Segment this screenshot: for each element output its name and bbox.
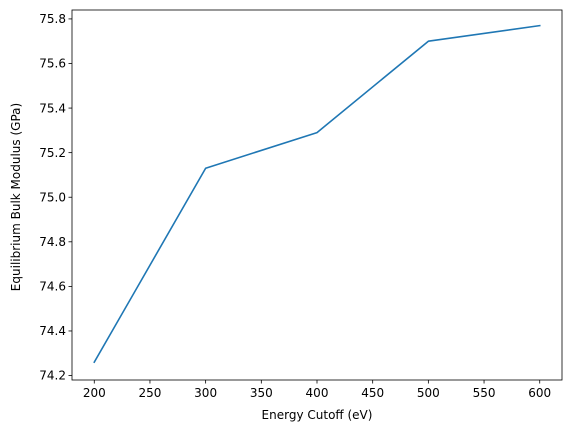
x-tick-label: 600 [528, 386, 551, 400]
x-tick-label: 450 [361, 386, 384, 400]
y-tick-label: 75.6 [39, 57, 66, 71]
y-tick-label: 74.8 [39, 235, 66, 249]
x-tick-label: 550 [473, 386, 496, 400]
y-tick-label: 74.4 [39, 324, 66, 338]
y-tick-label: 75.4 [39, 101, 66, 115]
y-axis-label: Equilibrium Bulk Modulus (GPa) [9, 103, 23, 291]
x-tick-label: 300 [194, 386, 217, 400]
x-axis-ticks: 200 250 300 350 400 450 500 550 600 [83, 380, 551, 400]
x-tick-label: 200 [83, 386, 106, 400]
x-axis-label: Energy Cutoff (eV) [262, 408, 373, 422]
y-tick-label: 75.8 [39, 12, 66, 26]
y-tick-label: 75.0 [39, 190, 66, 204]
series-line-0 [93, 24, 541, 364]
y-axis-ticks: 74.2 74.4 74.6 74.8 75.0 75.2 75.4 75.6 75.8 [39, 12, 72, 383]
plot-area [71, 9, 563, 381]
x-tick-label: 250 [139, 386, 162, 400]
x-tick-label: 500 [417, 386, 440, 400]
plot-frame [71, 9, 563, 381]
y-tick-label: 74.6 [39, 280, 66, 294]
x-tick-label: 350 [250, 386, 273, 400]
x-tick-label: 400 [306, 386, 329, 400]
y-tick-label: 74.2 [39, 369, 66, 383]
y-tick-label: 75.2 [39, 146, 66, 160]
